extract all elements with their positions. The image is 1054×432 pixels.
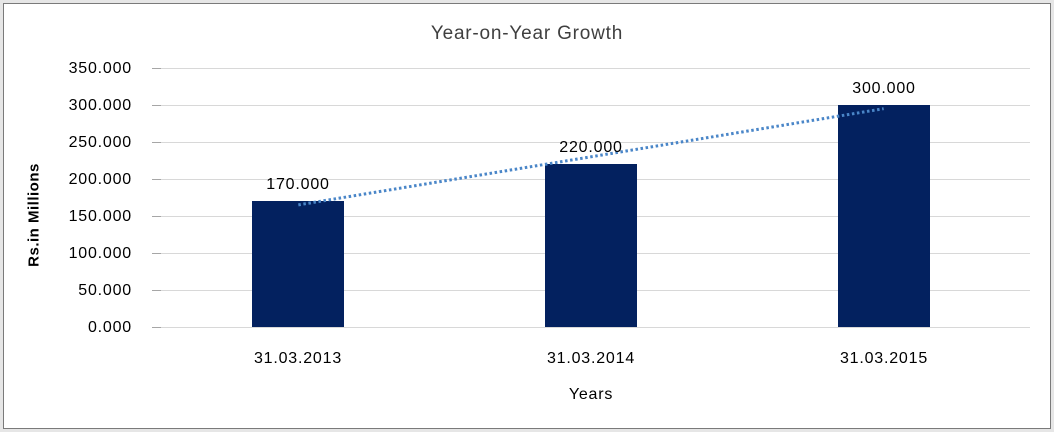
y-axis-tick (152, 327, 161, 328)
chart-canvas[interactable]: Year-on-Year Growth Rs.in Millions Years… (3, 3, 1051, 429)
y-axis-tick-label: 200.000 (68, 171, 132, 188)
y-axis-tick (152, 253, 161, 254)
bar[interactable] (838, 105, 930, 327)
gridline (152, 327, 1030, 328)
y-axis-tick-label: 0.000 (87, 319, 132, 336)
y-axis-tick-label: 150.000 (68, 208, 132, 225)
category-label: 31.03.2013 (253, 350, 343, 367)
y-axis-tick (152, 142, 161, 143)
y-axis-tick (152, 216, 161, 217)
y-axis-tick (152, 68, 161, 69)
bar[interactable] (252, 201, 344, 327)
y-axis-tick-label: 100.000 (68, 245, 132, 262)
gridline (152, 105, 1030, 106)
chart-title[interactable]: Year-on-Year Growth (430, 23, 624, 44)
bar[interactable] (545, 164, 637, 327)
x-axis-title[interactable]: Years (568, 386, 614, 403)
category-label: 31.03.2015 (839, 350, 929, 367)
data-label: 300.000 (852, 80, 916, 97)
gridline (152, 68, 1030, 69)
y-axis-tick (152, 290, 161, 291)
y-axis-tick-label: 300.000 (68, 97, 132, 114)
y-axis-tick-label: 250.000 (68, 134, 132, 151)
y-axis-tick (152, 105, 161, 106)
y-axis-tick (152, 179, 161, 180)
category-label: 31.03.2014 (546, 350, 636, 367)
data-label: 170.000 (266, 176, 330, 193)
y-axis-tick-label: 350.000 (68, 60, 132, 77)
data-label: 220.000 (559, 139, 623, 156)
y-axis-tick-label: 50.000 (78, 282, 132, 299)
